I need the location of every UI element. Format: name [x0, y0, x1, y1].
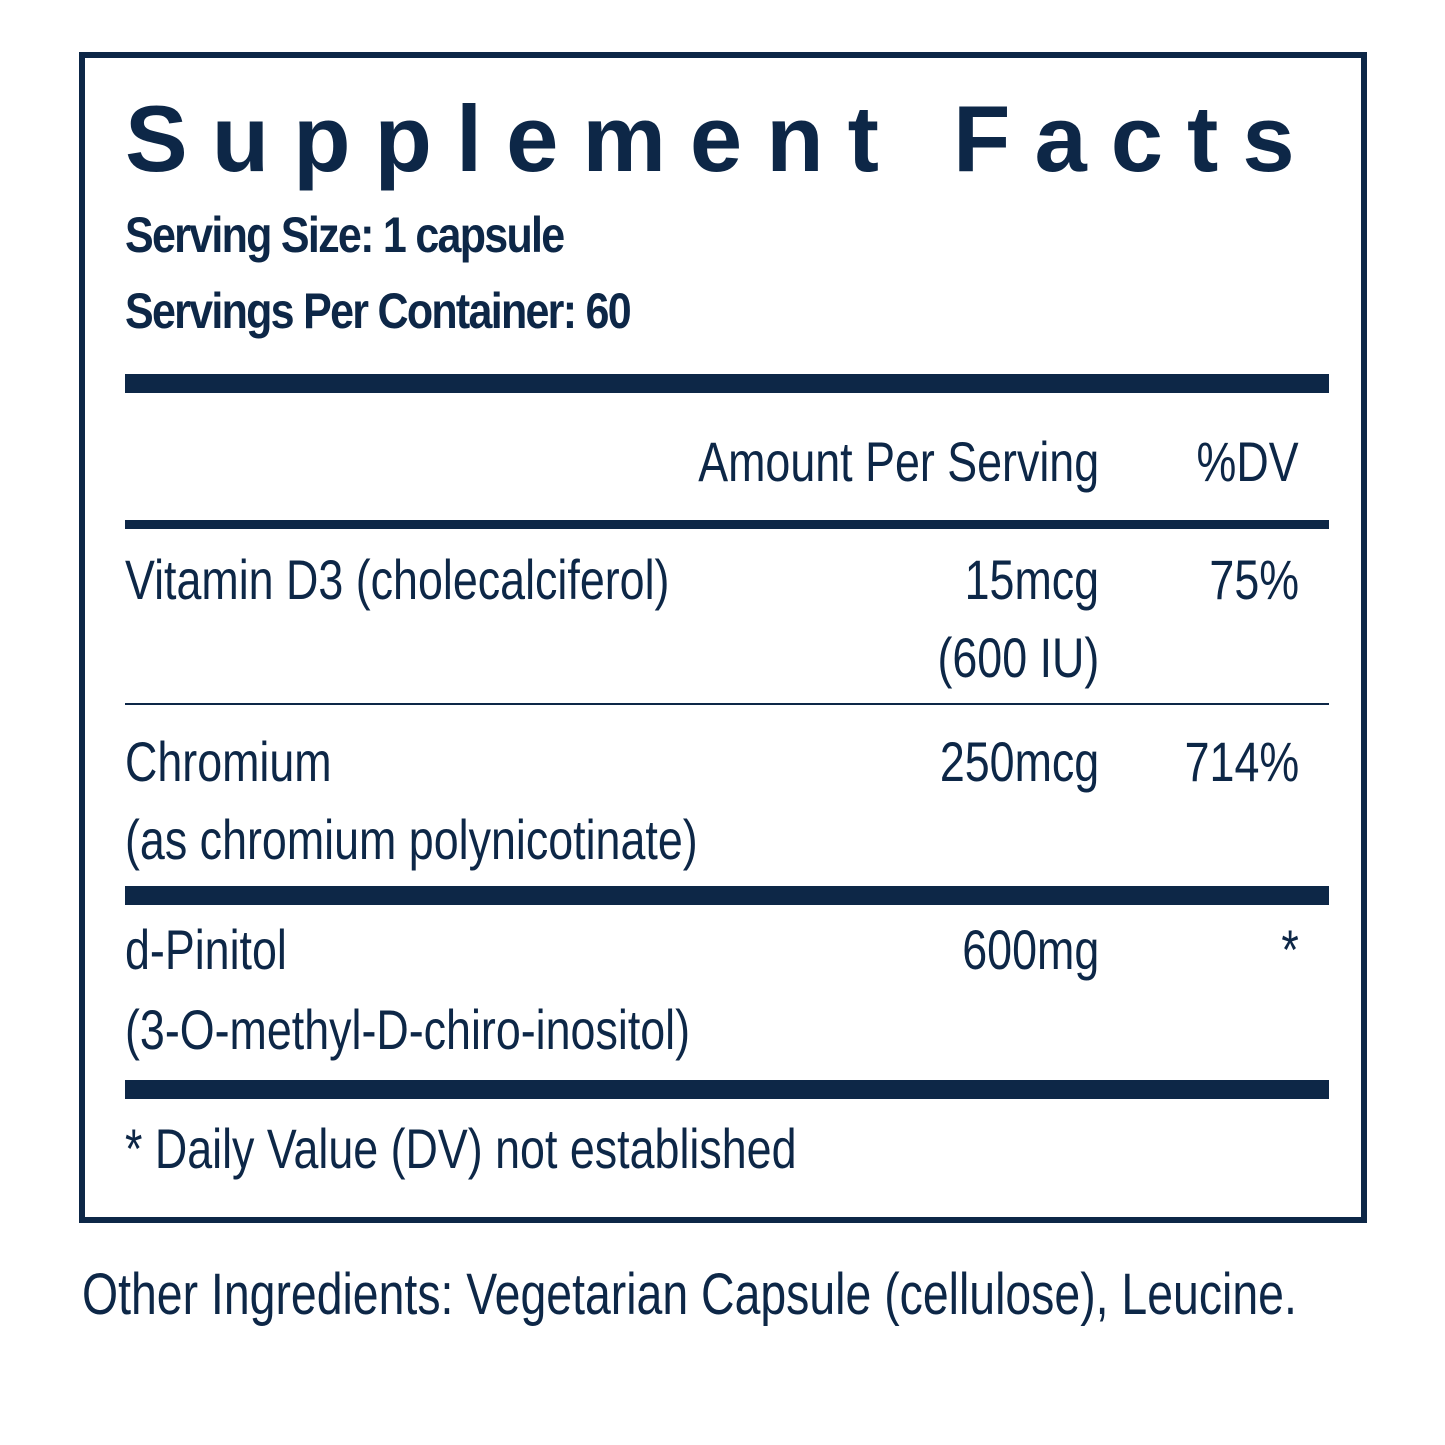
thick-divider — [125, 374, 1329, 393]
row-amount: 600mg — [962, 918, 1099, 981]
panel-title: Supplement Facts — [125, 86, 1319, 191]
thick-divider — [125, 1080, 1329, 1099]
row-amount: 250mcg — [939, 730, 1099, 793]
row-name-sub: (3-O-methyl-D-chiro-inositol) — [125, 998, 691, 1061]
footnote: * Daily Value (DV) not established — [125, 1117, 797, 1180]
servings-per-container: Servings Per Container: 60 — [125, 283, 632, 339]
header-amount: Amount Per Serving — [698, 430, 1099, 493]
row-dv: 714% — [1184, 730, 1299, 793]
row-name: d-Pinitol — [125, 918, 287, 981]
row-name-sub: (as chromium polynicotinate) — [125, 808, 698, 871]
row-dv: 75% — [1209, 548, 1299, 611]
supplement-facts-panel: Supplement Facts Serving Size: 1 capsule… — [79, 52, 1367, 1223]
row-amount: 15mcg — [964, 548, 1099, 611]
row-dv: * — [1281, 918, 1299, 981]
row-name: Vitamin D3 (cholecalciferol) — [125, 548, 670, 611]
row-amount-sub: (600 IU) — [937, 626, 1099, 689]
header-dv: %DV — [1196, 430, 1299, 493]
header-divider — [125, 520, 1329, 529]
row-divider — [125, 703, 1329, 705]
thick-divider — [125, 886, 1329, 905]
serving-size: Serving Size: 1 capsule — [125, 207, 565, 263]
other-ingredients: Other Ingredients: Vegetarian Capsule (c… — [82, 1262, 1297, 1327]
row-name: Chromium — [125, 730, 332, 793]
